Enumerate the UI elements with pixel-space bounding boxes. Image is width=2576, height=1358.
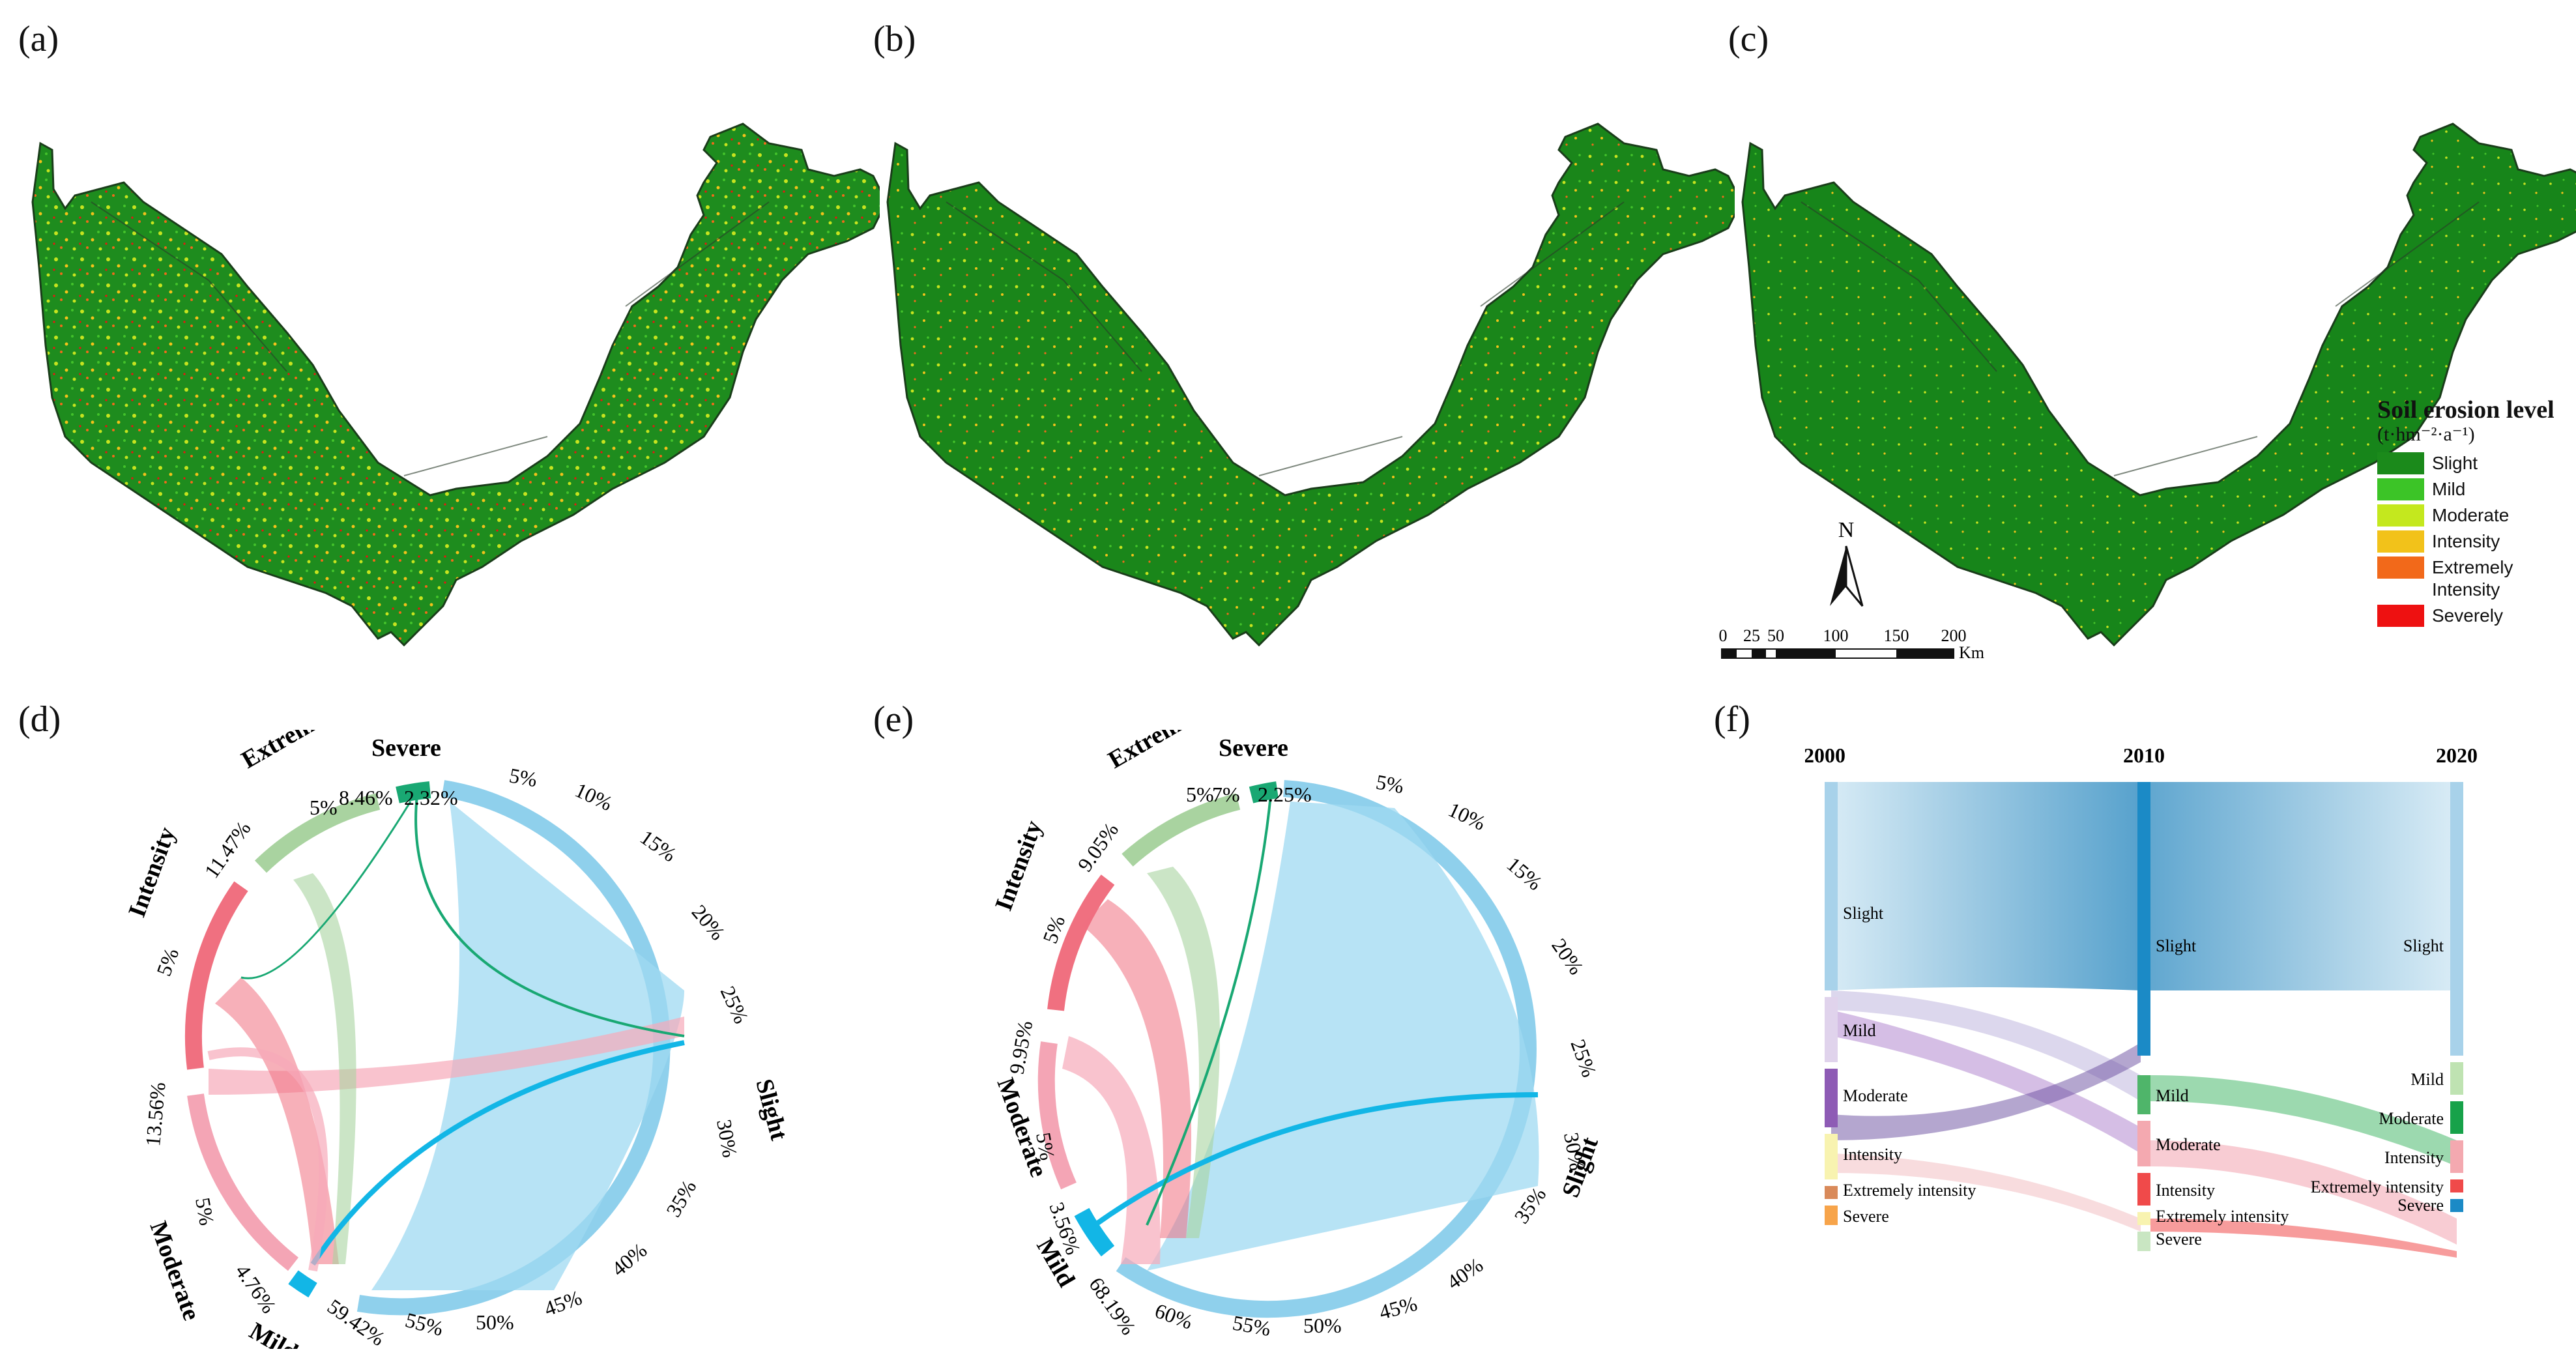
sankey-2020-mild: Mild [2410, 1070, 2444, 1089]
scale-tick-50: 50 [1767, 626, 1784, 645]
scale-tick-100: 100 [1823, 626, 1849, 645]
chord-d-pct: 10% [572, 778, 616, 815]
sankey-2020-moderate: Moderate [2379, 1109, 2444, 1128]
chord-d-label-severe: Severe [371, 734, 441, 762]
sankey-2000-slight: Slight [1843, 904, 1884, 923]
chord-d-pct: 15% [636, 825, 681, 866]
sankey-col-2000: 2000 [1805, 744, 1845, 767]
chord-e-pct: 40% [1442, 1253, 1487, 1294]
scale-bar: 0 25 50 100 150 200 Km [1714, 623, 2001, 669]
chord-d-pct: 11.47% [199, 817, 255, 882]
sankey-2020-severe: Severe [2397, 1196, 2444, 1215]
sankey-2010-mild: Mild [2156, 1086, 2189, 1105]
scale-tick-25: 25 [1743, 626, 1760, 645]
sankey-2000-mild: Mild [1843, 1021, 1876, 1040]
legend: Soil erosion level (t·hm⁻²·a⁻¹) Slight M… [2377, 396, 2573, 631]
chord-e-pct: 20% [1547, 934, 1588, 979]
legend-item-severely: Severely [2377, 605, 2573, 627]
chord-e-pct: 15% [1503, 852, 1547, 895]
legend-swatch [2377, 556, 2424, 579]
sankey-col-2020: 2020 [2436, 744, 2478, 767]
chord-d-pct: 2.32% [404, 786, 458, 809]
chord-d-label-moderate: Moderate [145, 1218, 206, 1324]
panel-label-d: (d) [18, 699, 61, 740]
legend-swatch [2377, 452, 2424, 474]
sankey-2020-slight: Slight [2403, 936, 2444, 955]
map-a [31, 123, 880, 646]
sankey-2010-moderate: Moderate [2156, 1135, 2221, 1154]
legend-item-slight: Slight [2377, 452, 2573, 474]
panel-label-f: (f) [1714, 699, 1750, 740]
chord-d-pct: 5% [310, 796, 338, 819]
chord-d-pct: 13.56% [141, 1081, 169, 1147]
legend-swatch [2377, 504, 2424, 527]
legend-swatch [2377, 530, 2424, 553]
chord-e-pct: 68.19% [1084, 1273, 1140, 1338]
sankey-2010-slight: Slight [2156, 936, 2197, 955]
chord-e-pct: 45% [1376, 1292, 1419, 1324]
legend-title: Soil erosion level [2377, 396, 2554, 424]
panel-label-a: (a) [18, 19, 59, 59]
legend-item-intensity: Intensity [2377, 530, 2573, 553]
chord-e-pct: 7% [1212, 783, 1240, 806]
legend-swatch [2377, 605, 2424, 627]
chord-d-pct: 30% [712, 1118, 742, 1159]
chord-e-pct: 50% [1303, 1314, 1342, 1337]
chord-d-pct: 20% [687, 900, 730, 944]
chord-d-pct: 5% [508, 763, 539, 791]
map-c [1741, 123, 2576, 646]
legend-item-mild: Mild [2377, 478, 2573, 500]
sankey-2000-intensity: Intensity [1843, 1145, 1902, 1164]
chord-e-pct: 9.05% [1073, 818, 1123, 876]
panel-label-b: (b) [873, 19, 916, 59]
sankey-2000-extremely: Extremely intensity [1843, 1181, 1976, 1200]
chord-e-label-severe: Severe [1219, 734, 1288, 762]
chord-d-pct: 35% [661, 1176, 701, 1221]
panel-label-c: (c) [1728, 19, 1769, 59]
chord-d-label-intensity: Intensity [123, 824, 181, 921]
scale-unit: Km [1959, 643, 1984, 662]
chord-d-pct: 45% [541, 1286, 585, 1321]
chord-d-pct: 5% [152, 945, 183, 979]
chord-diagram-d: Extremely intensity Severe Intensity Mod… [123, 730, 793, 1349]
chord-e-pct: 2.25% [1258, 783, 1312, 806]
chord-d-pct: 40% [607, 1238, 651, 1280]
sankey-chart: 2000 2010 2020 Slight Mild Moderate Inte… [1805, 744, 2478, 1258]
sankey-2010-severe: Severe [2156, 1230, 2202, 1249]
scale-tick-0: 0 [1719, 626, 1728, 645]
legend-item-extremely: Extremely Intensity [2377, 556, 2573, 601]
north-arrow-icon: N [1830, 518, 1864, 607]
legend-item-moderate: Moderate [2377, 504, 2573, 527]
map-b [886, 123, 1735, 646]
chord-e-pct: 10% [1445, 798, 1489, 835]
sankey-2000-moderate: Moderate [1843, 1086, 1908, 1105]
chord-d-pct: 5% [191, 1196, 219, 1227]
chord-d-pct: 25% [716, 983, 753, 1027]
chord-e-pct: 5% [1374, 770, 1406, 798]
chord-e-pct: 5% [1032, 1131, 1060, 1162]
sankey-2000-severe: Severe [1843, 1207, 1889, 1226]
chord-d-pct: 8.46% [339, 786, 393, 809]
chord-d-pct: 4.76% [231, 1260, 281, 1317]
chord-d-label-mild: Mild [245, 1317, 303, 1349]
chord-e-label-intensity: Intensity [990, 817, 1048, 914]
sankey-col-2010: 2010 [2123, 744, 2165, 767]
sankey-2020-extremely: Extremely intensity [2311, 1177, 2444, 1196]
legend-unit: (t·hm⁻²·a⁻¹) [2377, 424, 2475, 445]
chord-d-label-slight: Slight [750, 1076, 792, 1143]
sankey-2020-intensity: Intensity [2384, 1148, 2444, 1167]
chord-d-pct: 55% [403, 1308, 446, 1340]
chord-d-pct: 50% [476, 1310, 514, 1334]
svg-text:N: N [1838, 518, 1855, 542]
chord-diagram-e: Extremely intensity Severe Intensity Mod… [990, 730, 1604, 1340]
chord-e-pct: 9.95% [1004, 1019, 1037, 1076]
chord-e-pct: 5% [1186, 783, 1214, 806]
panel-label-e: (e) [873, 699, 914, 740]
scale-tick-200: 200 [1941, 626, 1967, 645]
sankey-2010-intensity: Intensity [2156, 1181, 2215, 1200]
chord-e-pct: 25% [1566, 1036, 1601, 1080]
scale-tick-150: 150 [1884, 626, 1909, 645]
legend-swatch [2377, 478, 2424, 500]
sankey-2010-extremely: Extremely intensity [2156, 1207, 2289, 1226]
